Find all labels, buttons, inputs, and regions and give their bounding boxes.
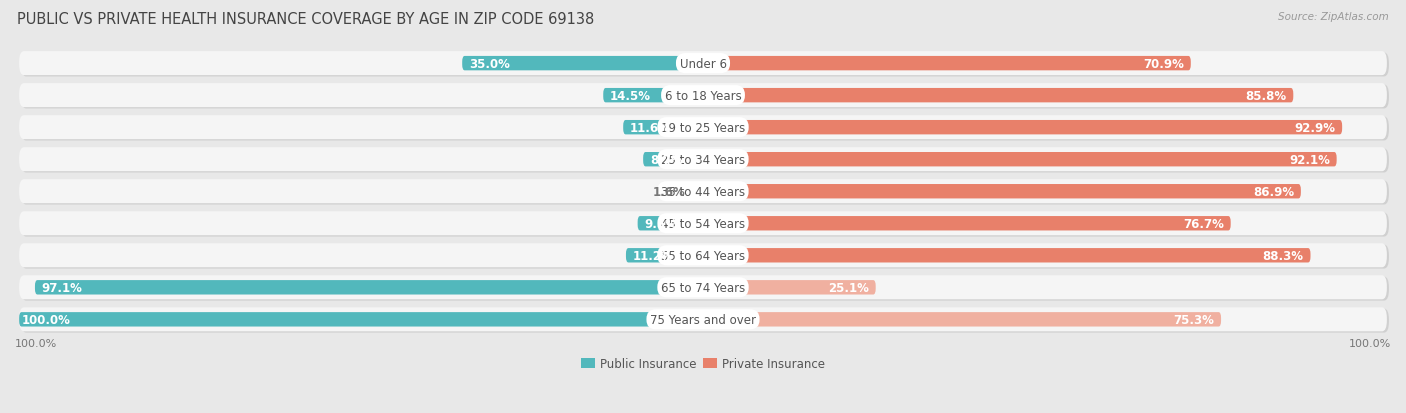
FancyBboxPatch shape	[21, 309, 1389, 333]
Text: 25 to 34 Years: 25 to 34 Years	[661, 153, 745, 166]
Text: 100.0%: 100.0%	[1348, 339, 1391, 349]
Text: 76.7%: 76.7%	[1182, 217, 1223, 230]
FancyBboxPatch shape	[703, 185, 1301, 199]
Text: 8.7%: 8.7%	[650, 153, 683, 166]
Text: Under 6: Under 6	[679, 57, 727, 71]
FancyBboxPatch shape	[20, 312, 703, 327]
FancyBboxPatch shape	[21, 213, 1389, 237]
FancyBboxPatch shape	[20, 275, 1386, 299]
FancyBboxPatch shape	[21, 149, 1389, 173]
Text: 86.9%: 86.9%	[1253, 185, 1294, 198]
FancyBboxPatch shape	[703, 153, 1337, 167]
FancyBboxPatch shape	[638, 216, 703, 231]
Text: 65 to 74 Years: 65 to 74 Years	[661, 281, 745, 294]
Text: 35 to 44 Years: 35 to 44 Years	[661, 185, 745, 198]
FancyBboxPatch shape	[603, 89, 703, 103]
Text: 55 to 64 Years: 55 to 64 Years	[661, 249, 745, 262]
Text: 19 to 25 Years: 19 to 25 Years	[661, 121, 745, 134]
FancyBboxPatch shape	[20, 212, 1386, 236]
FancyBboxPatch shape	[703, 89, 1294, 103]
FancyBboxPatch shape	[21, 181, 1389, 205]
FancyBboxPatch shape	[21, 53, 1389, 77]
Text: 100.0%: 100.0%	[22, 313, 70, 326]
FancyBboxPatch shape	[21, 85, 1389, 109]
FancyBboxPatch shape	[20, 52, 1386, 76]
FancyBboxPatch shape	[626, 249, 703, 263]
FancyBboxPatch shape	[21, 117, 1389, 141]
FancyBboxPatch shape	[35, 280, 703, 295]
Text: 88.3%: 88.3%	[1263, 249, 1303, 262]
Text: 11.6%: 11.6%	[630, 121, 671, 134]
Text: 9.5%: 9.5%	[644, 217, 678, 230]
Text: 100.0%: 100.0%	[15, 339, 58, 349]
FancyBboxPatch shape	[20, 148, 1386, 172]
FancyBboxPatch shape	[703, 216, 1230, 231]
FancyBboxPatch shape	[703, 57, 1191, 71]
Text: PUBLIC VS PRIVATE HEALTH INSURANCE COVERAGE BY AGE IN ZIP CODE 69138: PUBLIC VS PRIVATE HEALTH INSURANCE COVER…	[17, 12, 595, 27]
FancyBboxPatch shape	[20, 180, 1386, 204]
FancyBboxPatch shape	[643, 153, 703, 167]
Legend: Public Insurance, Private Insurance: Public Insurance, Private Insurance	[576, 352, 830, 375]
FancyBboxPatch shape	[623, 121, 703, 135]
FancyBboxPatch shape	[703, 249, 1310, 263]
FancyBboxPatch shape	[463, 57, 703, 71]
Text: 6 to 18 Years: 6 to 18 Years	[665, 90, 741, 102]
FancyBboxPatch shape	[20, 116, 1386, 140]
Text: 1.6%: 1.6%	[652, 185, 685, 198]
FancyBboxPatch shape	[20, 308, 1386, 332]
Text: 92.9%: 92.9%	[1295, 121, 1336, 134]
Text: 35.0%: 35.0%	[470, 57, 510, 71]
Text: 75.3%: 75.3%	[1174, 313, 1215, 326]
Text: 85.8%: 85.8%	[1246, 90, 1286, 102]
Text: 97.1%: 97.1%	[42, 281, 83, 294]
Text: 70.9%: 70.9%	[1143, 57, 1184, 71]
Text: Source: ZipAtlas.com: Source: ZipAtlas.com	[1278, 12, 1389, 22]
Text: 11.2%: 11.2%	[633, 249, 673, 262]
Text: 92.1%: 92.1%	[1289, 153, 1330, 166]
Text: 45 to 54 Years: 45 to 54 Years	[661, 217, 745, 230]
FancyBboxPatch shape	[703, 280, 876, 295]
FancyBboxPatch shape	[21, 245, 1389, 269]
FancyBboxPatch shape	[21, 277, 1389, 301]
FancyBboxPatch shape	[692, 185, 703, 199]
Text: 25.1%: 25.1%	[828, 281, 869, 294]
Text: 14.5%: 14.5%	[610, 90, 651, 102]
FancyBboxPatch shape	[703, 121, 1343, 135]
FancyBboxPatch shape	[20, 84, 1386, 108]
FancyBboxPatch shape	[20, 244, 1386, 268]
Text: 75 Years and over: 75 Years and over	[650, 313, 756, 326]
FancyBboxPatch shape	[703, 312, 1220, 327]
